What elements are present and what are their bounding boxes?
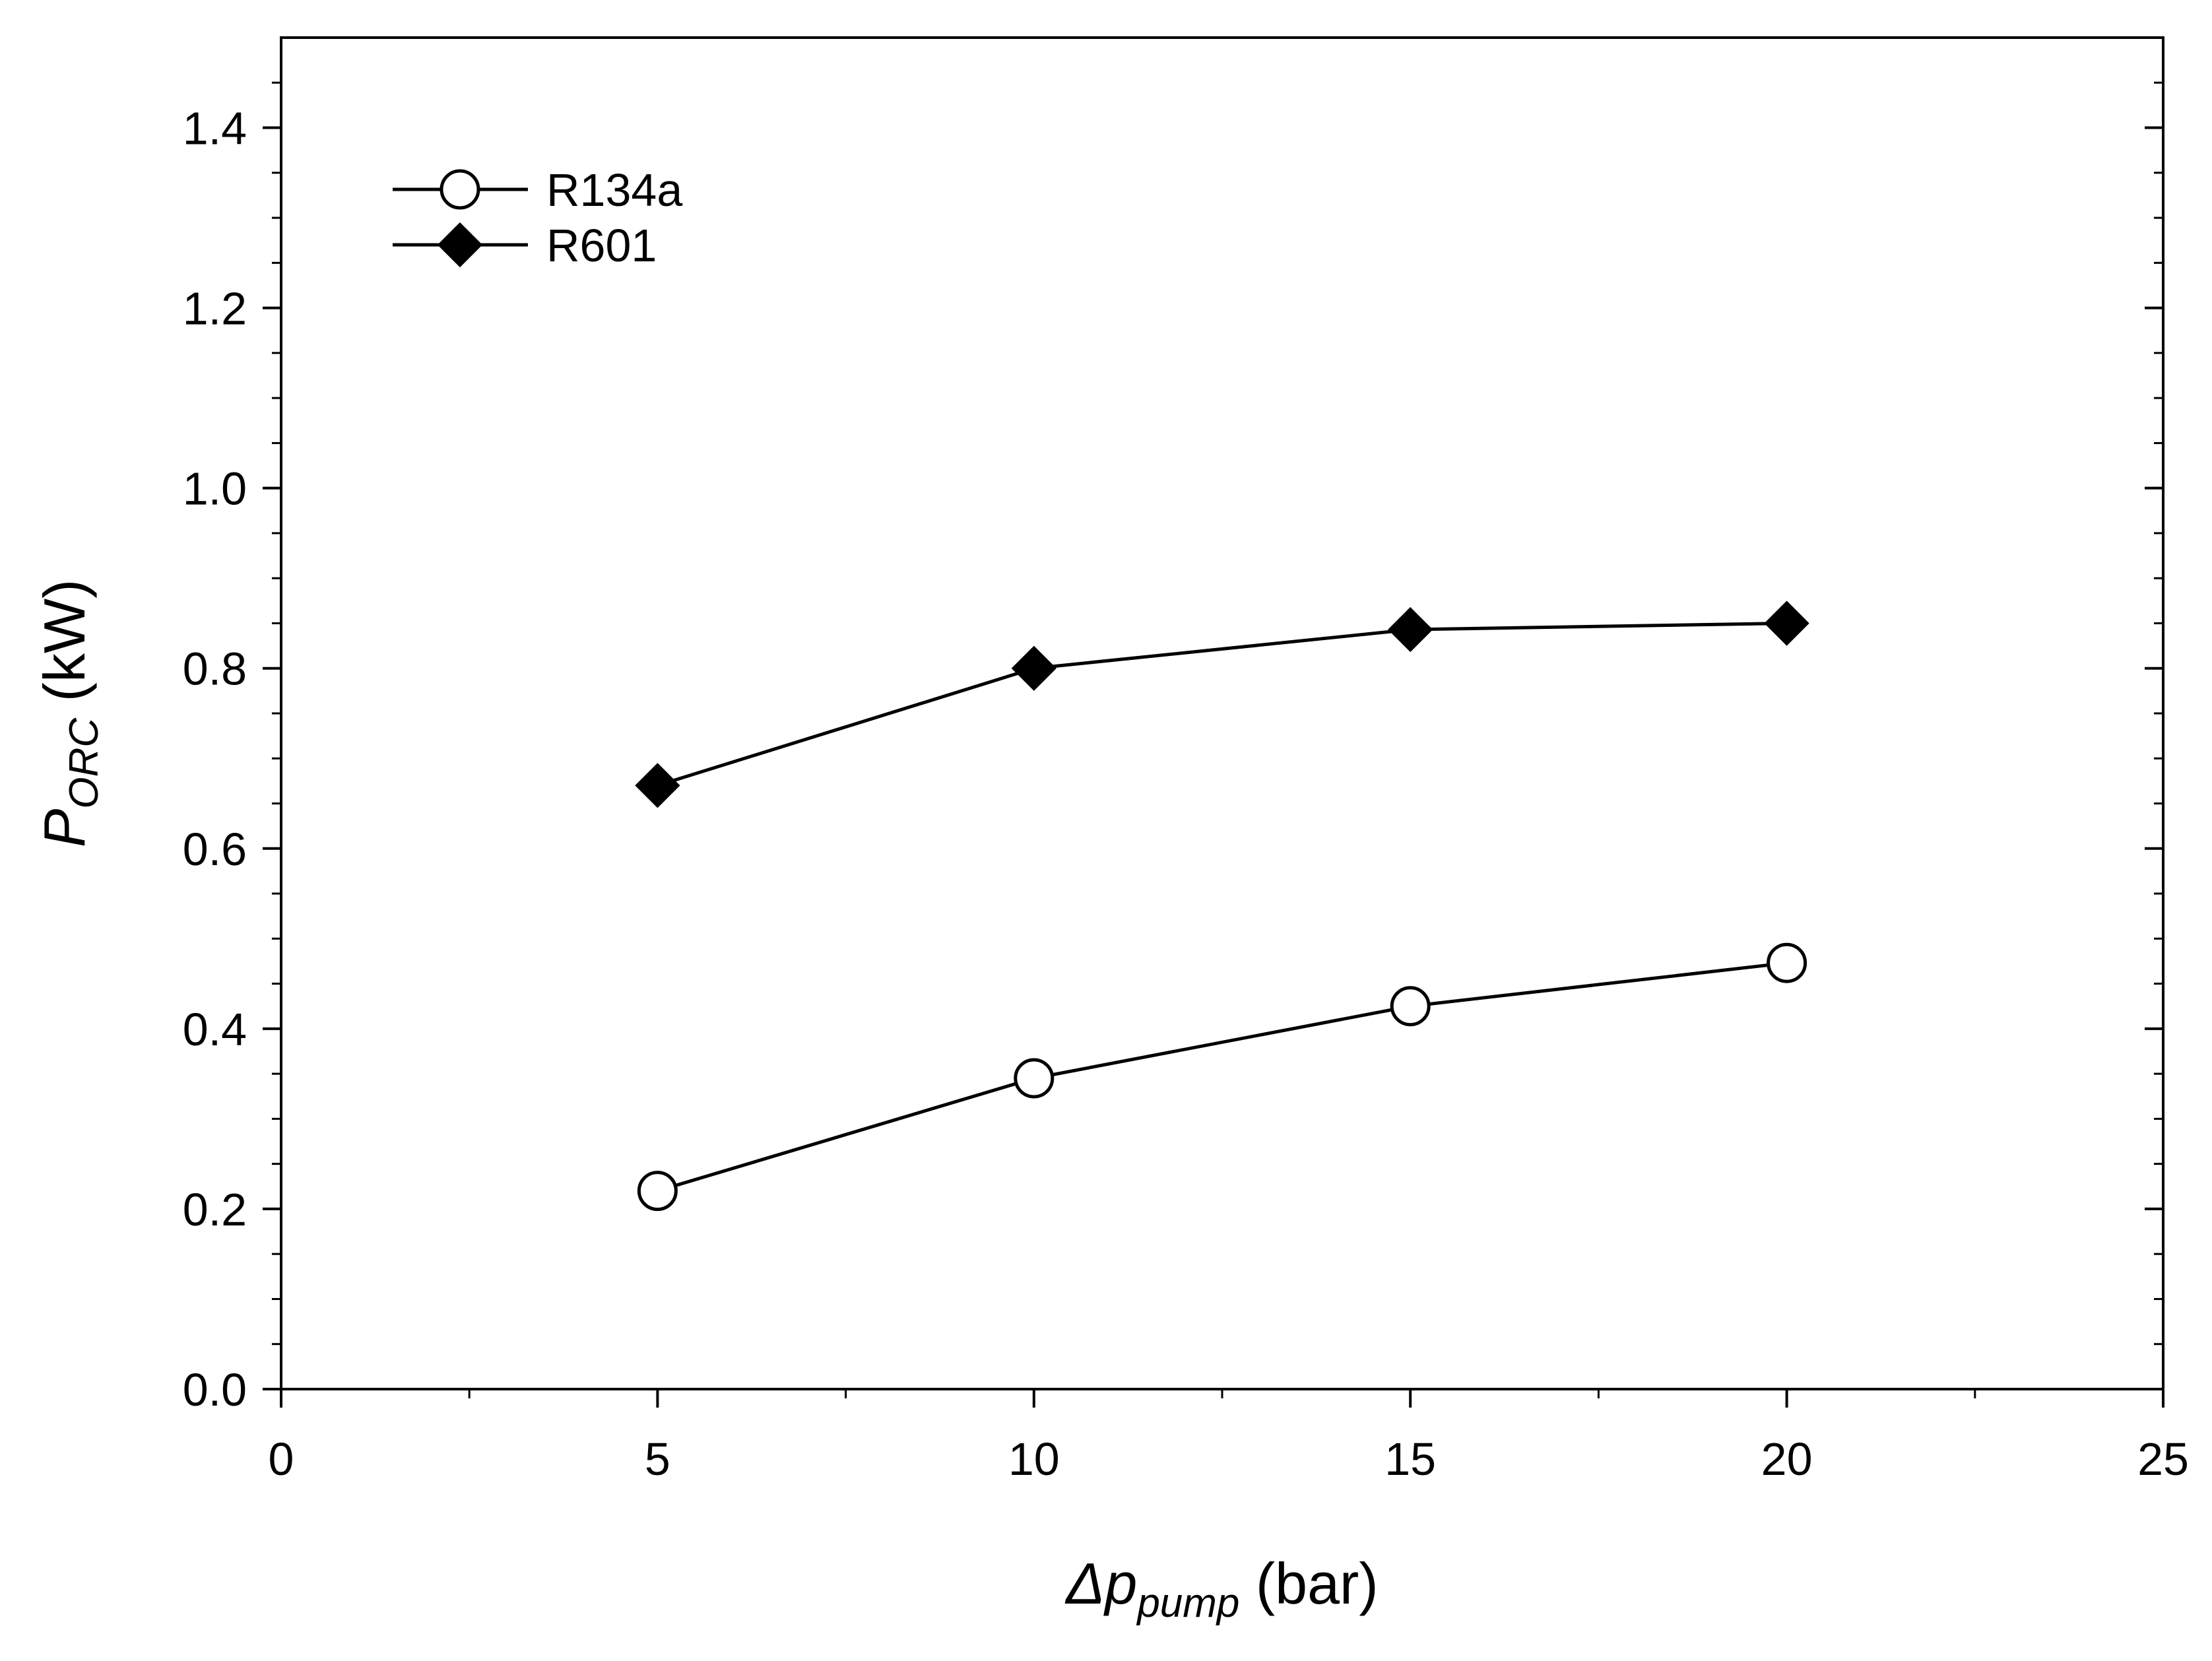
y-axis-label-sub: ORC [61,717,107,809]
y-tick-label: 1.2 [183,283,247,335]
legend-marker [437,222,483,268]
x-tick-label: 20 [1761,1433,1813,1485]
data-point [1767,942,1807,983]
x-tick-label: 5 [645,1433,670,1485]
series-R601 [635,601,1809,808]
x-axis-label-unit: (bar) [1239,1551,1378,1616]
y-tick-label: 0.4 [183,1004,247,1055]
legend-item: R601 [393,220,657,271]
data-point [1388,606,1433,653]
y-tick-label: 0.2 [183,1184,247,1235]
y-tick-label: 1.0 [183,463,247,515]
y-axis-label-unit: (kW) [32,579,97,718]
x-axis-label-sub: pump [1136,1580,1239,1626]
data-point [635,763,680,808]
y-tick-label: 0.8 [183,643,247,695]
legend-label: R134a [546,164,682,216]
legend-marker [439,169,480,210]
axis-ticks [263,81,2164,1408]
series-R134a [637,942,1807,1212]
legend-label: R601 [546,220,657,271]
x-tick-label: 25 [2137,1433,2189,1485]
x-axis-label-main: Δp [1064,1551,1137,1616]
x-tick-label: 10 [1008,1433,1060,1485]
data-point [1390,986,1431,1027]
x-tick-label: 0 [269,1433,294,1485]
x-tick-label: 15 [1384,1433,1436,1485]
data-point [1764,601,1809,646]
data-point [637,1171,678,1212]
y-tick-label: 0.6 [183,824,247,875]
series-line [657,961,1787,1193]
x-axis-label: Δppump (bar) [1064,1551,1378,1626]
series-line [657,621,1787,787]
data-point [1011,645,1057,691]
y-tick-label: 1.4 [183,103,247,154]
legend-item: R134a [393,164,682,216]
data-point [1014,1058,1055,1099]
y-tick-label: 0.0 [183,1364,247,1416]
y-axis-label: PORC (kW) [32,579,107,848]
y-axis-label-main: P [32,808,97,847]
series-layer [635,601,1809,1212]
axis-tick-labels: 0 5 10 15 20 25 0.0 0.2 0.4 0.6 0.8 1.0 1.2 1.4 [183,103,2189,1485]
